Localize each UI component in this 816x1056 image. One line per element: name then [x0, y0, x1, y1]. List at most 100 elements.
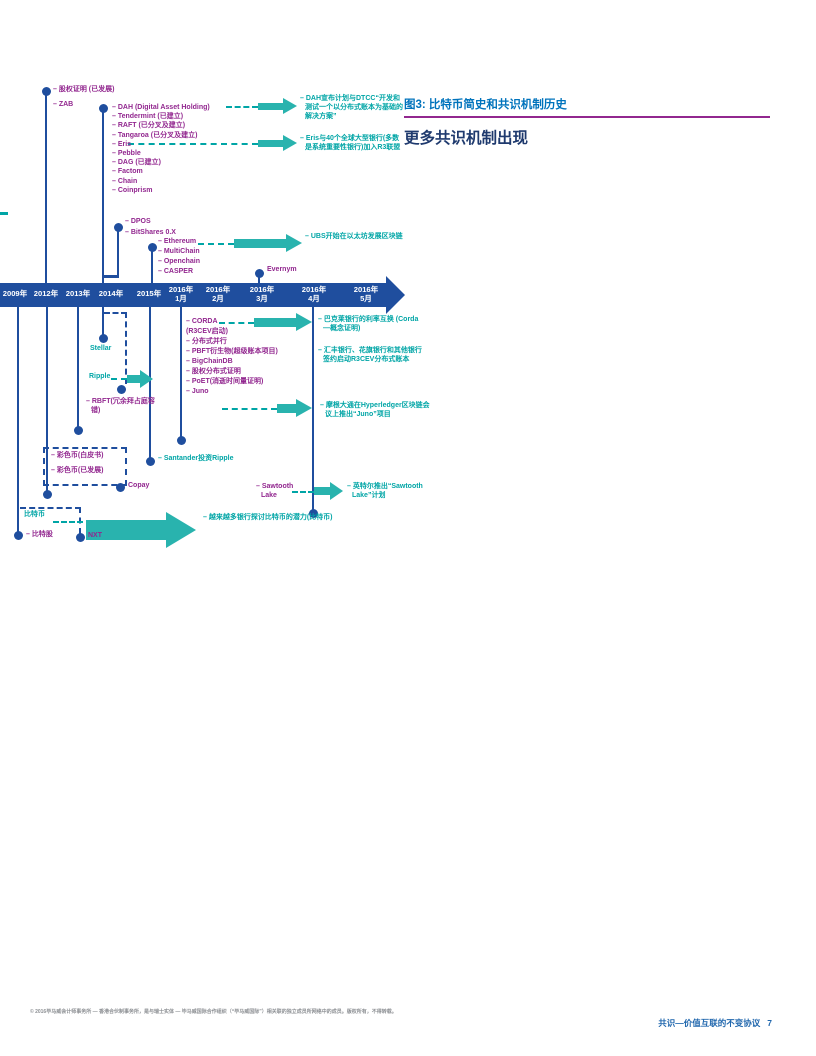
list-2016-jan-tech-item: – CORDA — [186, 318, 218, 325]
list-2014-tech-item: – Factom — [112, 168, 143, 176]
axis-tick-label: 2013年 — [65, 289, 91, 298]
arrow-dah-head — [283, 98, 297, 114]
section-title: 更多共识机制出现 — [404, 130, 529, 147]
corda-dash — [219, 322, 254, 324]
node-santander — [145, 456, 155, 466]
sawtooth-dash — [292, 491, 314, 493]
axis-tick-label: 2015年 — [136, 289, 162, 298]
annotation-intel-sawtooth: – 英特尔推出“Sawtooth Lake”计划 — [347, 483, 423, 499]
arrow-ripple-body — [127, 375, 140, 383]
figure-rule — [404, 116, 770, 118]
node-ripple — [116, 384, 126, 394]
col-2016jan-below — [180, 307, 182, 440]
label-evernym: Evernym — [267, 266, 297, 273]
axis-tick-label: 2012年 — [33, 289, 59, 298]
juno-dash — [222, 408, 277, 410]
nxt-dash-v — [79, 507, 81, 534]
annotation-ubs-ethereum: – UBS开始在以太坊发展区块链 — [305, 233, 403, 240]
bitcoin-dash-h — [20, 507, 81, 509]
node-2012-bottom — [42, 489, 52, 499]
arrow-bitcoin-head — [166, 511, 196, 548]
list-2016-jan-tech-item: (R3CEV启动) — [186, 328, 229, 335]
annotation-banks-bitcoin: – 越来越多银行探讨比特币的潜力(比特币) — [203, 514, 333, 521]
node-evernym — [254, 268, 264, 278]
col-2013-below — [77, 307, 79, 430]
node-2016jan — [176, 435, 186, 445]
list-2015-tech-item: – Ethereum — [158, 238, 197, 245]
page-edge-dash — [0, 212, 8, 215]
arrow-sawtooth-head — [330, 482, 343, 500]
copyright-footnote: © 2016毕马威会计师事务所 — 香港合伙制事务所，是与瑞士实体 — 毕马威国… — [30, 1009, 397, 1015]
list-2016-jan-tech-item: – BigChainDB — [186, 358, 233, 365]
list-2014-tech-item: – Pebble — [112, 150, 141, 158]
label-proof-of-stake: – 股权证明 (已发展) — [53, 86, 115, 93]
evernym-stem — [258, 273, 260, 283]
label-dpos: – DPOS — [125, 218, 151, 225]
list-2016-jan-tech-item: – Juno — [186, 388, 209, 395]
col-2014-above — [102, 108, 104, 283]
arrow-ripple-head — [140, 370, 153, 388]
list-2016-jan-tech-item: – 股权分布式证明 — [186, 368, 241, 375]
list-2016-jan-tech-item: – 分布式并行 — [186, 338, 227, 345]
node-stellar — [98, 333, 108, 343]
arrow-juno-head — [296, 398, 312, 417]
label-ripple: Ripple — [89, 373, 111, 380]
axis-tick-label: 2016年 1月 — [168, 284, 194, 303]
list-2015-tech-item: – Openchain — [158, 258, 201, 265]
node-2014-tech — [98, 103, 108, 113]
node-copay — [115, 482, 125, 492]
list-2014-tech: – DAH (Digital Asset Holding) – Tendermin… — [112, 103, 210, 195]
label-copay: Copay — [128, 482, 150, 489]
axis-tick-label: 2016年 3月 — [249, 284, 275, 303]
arrow-bitcoin-body — [86, 520, 166, 540]
dah-dash — [226, 106, 258, 108]
list-2014-tech-item: – DAH (Digital Asset Holding) — [112, 104, 210, 111]
arrow-sawtooth-body — [314, 487, 330, 495]
label-bitshares-cn: – 比特股 — [26, 531, 53, 538]
eris-dash — [128, 143, 258, 145]
node-2015-tech — [147, 242, 157, 252]
label-colored-coins-whitepaper: – 彩色币(白皮书) — [51, 452, 104, 459]
col-2012-below — [46, 307, 48, 494]
annotation-hsbc-citi-r3cev: – 汇丰银行、花旗银行和其他银行签约启动R3CEV分布式账本 — [318, 347, 422, 363]
arrow-corda-head — [296, 312, 312, 331]
footer-document-title: 共识—价值互联的不变协议 — [658, 1018, 761, 1028]
arrow-eris-body — [258, 139, 283, 147]
list-2016-jan-tech: – CORDA (R3CEV启动) – 分布式并行 – PBFT衍生物(超级账本项目… — [186, 317, 278, 397]
list-2014-tech-item: – RAFT (已分叉及建立) — [112, 122, 186, 130]
list-2014-tech-item: – Coinprism — [112, 186, 153, 194]
list-2016-jan-tech-item: – PBFT衍生物(超级账本项目) — [186, 348, 278, 355]
list-2014-tech-item: – DAG (已建立) — [112, 159, 161, 167]
arrow-eris-head — [283, 135, 297, 151]
ripple-teal-dash — [111, 378, 127, 380]
label-rbft: – RBFT(冗余拜占庭容错) — [86, 398, 155, 414]
node-dpos — [113, 222, 123, 232]
dpos-elbow — [102, 275, 119, 278]
label-stellar: Stellar — [90, 345, 112, 352]
list-2014-tech-item: – Chain — [112, 177, 138, 185]
node-pos-2012 — [41, 86, 51, 96]
col-2014-below — [102, 307, 104, 338]
axis-tick-label: 2016年 4月 — [301, 284, 327, 303]
arrow-juno-body — [277, 403, 296, 413]
axis-tick-label: 2016年 2月 — [205, 284, 231, 303]
list-2014-tech-item: – Tangaroa (已分叉及建立) — [112, 131, 198, 139]
node-bitshares-cn — [13, 530, 23, 540]
bitcoin-teal-dash — [53, 521, 83, 523]
node-2013-bottom — [73, 425, 83, 435]
axis-tick-label: 2016年 5月 — [353, 284, 379, 303]
arrow-ubs-head — [286, 233, 302, 252]
col-2012-above — [45, 91, 47, 283]
colored-coins-box — [43, 447, 127, 486]
ripple-dash-h — [104, 312, 127, 314]
figure-label: 图3: 比特币简史和共识机制历史 — [404, 99, 567, 111]
label-nxt: NXT — [88, 532, 102, 539]
list-2015-tech: – Ethereum – MultiChain – Openchain – CASPE… — [158, 237, 200, 277]
ripple-dash-v — [125, 312, 127, 384]
ubs-dash — [198, 243, 234, 245]
list-2014-tech-item: – Tendermint (已建立) — [112, 113, 184, 121]
arrow-dah-body — [258, 102, 283, 110]
timeline-axis — [0, 283, 386, 307]
list-2016-jan-tech-item: – PoET(消逝时间量证明) — [186, 378, 264, 385]
